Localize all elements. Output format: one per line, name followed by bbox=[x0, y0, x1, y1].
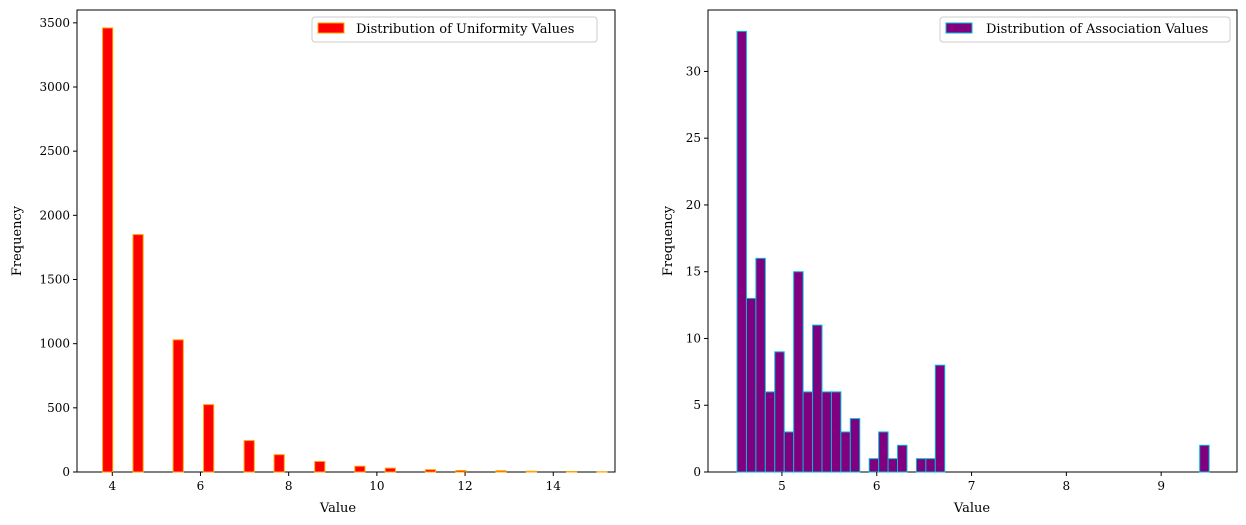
legend: Distribution of Association Values bbox=[939, 16, 1231, 43]
y-tick-label: 3500 bbox=[39, 16, 70, 30]
histogram-bar bbox=[172, 339, 184, 473]
histogram-bar bbox=[878, 431, 889, 473]
plot-area-frame bbox=[707, 9, 1238, 473]
y-tick-label: 2000 bbox=[39, 208, 70, 222]
histogram-bar bbox=[887, 458, 899, 473]
x-axis-ticks: 4 6 8 10 12 14 bbox=[108, 472, 561, 493]
legend-label: Distribution of Association Values bbox=[986, 22, 1208, 37]
y-axis-label: Frequency bbox=[10, 205, 25, 276]
y-tick-label: 1500 bbox=[39, 273, 70, 287]
histogram-bar bbox=[830, 391, 842, 473]
x-tick-label: 12 bbox=[457, 479, 472, 493]
histogram-bar bbox=[849, 418, 861, 473]
y-tick-label: 10 bbox=[686, 331, 701, 345]
x-axis-label: Value bbox=[319, 501, 356, 516]
histogram-bar bbox=[314, 460, 326, 473]
histogram-bar bbox=[243, 440, 255, 473]
x-tick-label: 8 bbox=[285, 479, 293, 493]
histogram-bar bbox=[495, 470, 507, 473]
histogram-bar bbox=[455, 469, 467, 473]
uniformity-histogram: 4 6 8 10 12 14 0 500 1000 1500 2000 2500 3000 3500 V… bbox=[10, 9, 616, 516]
x-axis-ticks: 5 6 7 8 9 bbox=[778, 472, 1165, 493]
histogram-bar bbox=[745, 297, 757, 473]
bar-group bbox=[736, 30, 1210, 473]
y-tick-label: 0 bbox=[693, 465, 701, 479]
x-tick-label: 9 bbox=[1157, 479, 1165, 493]
association-histogram: 5 6 7 8 9 0 5 10 15 20 25 30 Value Frequency Distr… bbox=[661, 9, 1238, 516]
y-axis-ticks: 0 5 10 15 20 25 30 bbox=[686, 64, 708, 479]
histogram-bar bbox=[897, 444, 908, 473]
histogram-bar bbox=[525, 470, 538, 473]
histogram-bar bbox=[384, 467, 396, 473]
y-tick-label: 3000 bbox=[39, 80, 70, 94]
y-axis-label: Frequency bbox=[661, 205, 676, 276]
histogram-bar bbox=[840, 431, 851, 473]
histogram-bar bbox=[132, 234, 144, 473]
x-tick-label: 8 bbox=[1063, 479, 1071, 493]
histogram-bar bbox=[934, 364, 946, 473]
x-tick-label: 14 bbox=[546, 479, 562, 493]
legend-box bbox=[311, 16, 598, 43]
histogram-bar bbox=[764, 391, 776, 473]
y-tick-label: 20 bbox=[686, 198, 701, 212]
plot-area-frame bbox=[76, 9, 616, 473]
legend-box bbox=[939, 16, 1231, 43]
histogram-bar bbox=[812, 324, 823, 473]
x-tick-label: 5 bbox=[778, 479, 786, 493]
bar-group bbox=[102, 27, 608, 473]
legend-swatch bbox=[317, 22, 345, 34]
histogram-bar bbox=[1199, 444, 1210, 473]
x-tick-label: 10 bbox=[369, 479, 384, 493]
y-tick-label: 500 bbox=[47, 401, 70, 415]
histogram-bar bbox=[821, 391, 832, 473]
histogram-bar bbox=[868, 458, 880, 473]
x-tick-label: 6 bbox=[197, 479, 205, 493]
x-tick-label: 7 bbox=[968, 479, 976, 493]
histogram-bar bbox=[203, 404, 215, 473]
histogram-bar bbox=[354, 465, 366, 473]
y-axis-ticks: 0 500 1000 1500 2000 2500 3000 3500 bbox=[39, 16, 77, 479]
histogram-bar bbox=[736, 30, 747, 473]
x-tick-label: 4 bbox=[108, 479, 116, 493]
legend: Distribution of Uniformity Values bbox=[311, 16, 598, 43]
histogram-bar bbox=[915, 458, 927, 473]
histogram-bar bbox=[802, 391, 814, 473]
histogram-bar bbox=[102, 27, 114, 473]
histogram-bar bbox=[755, 257, 766, 473]
x-tick-label: 6 bbox=[873, 479, 881, 493]
y-tick-label: 2500 bbox=[39, 144, 70, 158]
histogram-bar bbox=[565, 470, 578, 473]
y-tick-label: 25 bbox=[686, 131, 701, 145]
y-tick-label: 5 bbox=[693, 398, 701, 412]
legend-swatch bbox=[945, 22, 973, 34]
histogram-bar bbox=[925, 458, 936, 473]
histogram-bar bbox=[774, 351, 785, 473]
x-axis-label: Value bbox=[953, 501, 990, 516]
histogram-bar bbox=[783, 431, 795, 473]
y-tick-label: 1000 bbox=[39, 337, 70, 351]
histogram-bar bbox=[273, 454, 285, 473]
histogram-bar bbox=[424, 469, 437, 473]
legend-label: Distribution of Uniformity Values bbox=[356, 22, 574, 37]
y-tick-label: 30 bbox=[686, 64, 701, 78]
histogram-bar bbox=[793, 271, 804, 473]
y-tick-label: 15 bbox=[686, 265, 701, 279]
y-tick-label: 0 bbox=[62, 465, 70, 479]
